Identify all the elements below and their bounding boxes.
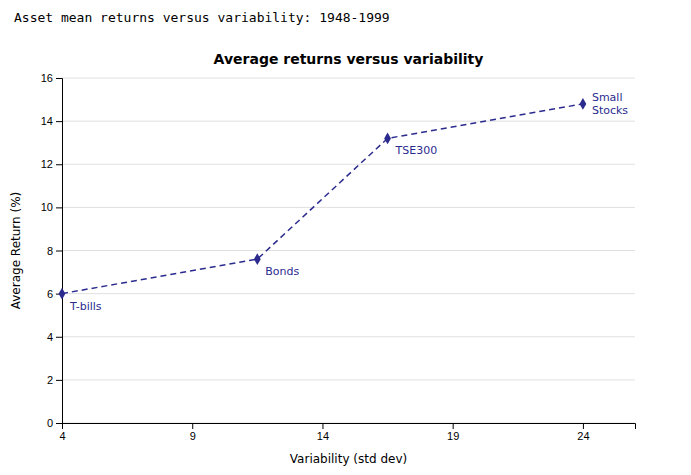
annotation: TSE300: [395, 144, 438, 157]
tick: 12: [41, 158, 62, 170]
point: [59, 288, 66, 300]
tick-mark: [56, 337, 62, 338]
grid-line: [62, 379, 635, 380]
annotation-line: Bonds: [265, 265, 299, 278]
tick: 2: [47, 374, 62, 386]
tick-mark: [56, 78, 62, 79]
tick-label: 9: [190, 430, 196, 442]
tick-label: 19: [447, 430, 459, 442]
tick-label: 2: [47, 374, 53, 386]
point: [384, 132, 391, 144]
tick: 8: [47, 245, 62, 257]
grid-line: [62, 336, 635, 337]
annotation-line: TSE300: [395, 144, 438, 157]
plot-area: 491419240246810121416Variability (std de…: [9, 72, 636, 466]
x-axis: 4 9 14 19 24: [59, 423, 635, 442]
tick: 4: [47, 331, 62, 343]
grid-line: [62, 121, 635, 122]
tick: 9: [190, 423, 196, 442]
grid-line: [62, 293, 635, 294]
axis-line: [63, 424, 636, 430]
tick-label: 4: [47, 331, 53, 343]
tick-mark: [56, 423, 62, 424]
tick-label: 24: [577, 430, 589, 442]
tick: 0: [47, 417, 62, 429]
tick-mark: [453, 423, 454, 429]
tick-label: 10: [41, 201, 53, 213]
title: Average returns versus variability: [214, 51, 484, 67]
tick: 24: [577, 423, 589, 442]
tick-label: 0: [47, 417, 53, 429]
tick: 4: [59, 423, 65, 442]
y-axis: 0 2 4 6 8 10 12 14 16: [41, 72, 63, 429]
tick-label: 8: [47, 245, 53, 257]
tick-mark: [56, 380, 62, 381]
tick-mark: [192, 423, 193, 429]
x-axis-title: Variability (std dev): [290, 452, 407, 466]
tick-label: 14: [317, 430, 329, 442]
grid-line: [62, 250, 635, 251]
point: [254, 253, 261, 265]
tick-mark: [56, 207, 62, 208]
grid-line: [62, 78, 635, 79]
tick: 16: [41, 72, 62, 84]
tick-label: 14: [41, 115, 53, 127]
tick: 10: [41, 201, 62, 213]
annotation-line: Stocks: [592, 104, 628, 117]
y-axis-title: Average Return (%): [9, 192, 23, 310]
annotation: T-bills: [69, 300, 102, 313]
tick-mark: [56, 251, 62, 252]
tick-mark: [322, 423, 323, 429]
tick-label: 6: [47, 288, 53, 300]
tick-mark: [56, 164, 62, 165]
series: [59, 98, 587, 300]
annotation-line: T-bills: [69, 300, 102, 313]
annotation: SmallStocks: [592, 91, 628, 117]
tick-label: 16: [41, 72, 53, 84]
chart: Asset mean returns versus variability: 1…: [0, 0, 691, 475]
tick: 14: [317, 423, 329, 442]
grid-line: [62, 164, 635, 165]
tick: 14: [41, 115, 62, 127]
grid-line: [62, 207, 635, 208]
tick-mark: [583, 423, 584, 429]
point: [580, 98, 587, 110]
tick-label: 12: [41, 158, 53, 170]
axis-line: [56, 79, 63, 424]
tick-mark: [56, 121, 62, 122]
subtitle: Asset mean returns versus variability: 1…: [14, 10, 390, 25]
line: [62, 104, 583, 294]
annotations: T-bills Bonds TSE300 SmallStocks: [69, 91, 628, 312]
tick: 19: [447, 423, 459, 442]
annotation: Bonds: [265, 265, 299, 278]
tick-label: 4: [59, 430, 65, 442]
annotation-line: Small: [592, 91, 623, 104]
grid: [62, 78, 635, 423]
